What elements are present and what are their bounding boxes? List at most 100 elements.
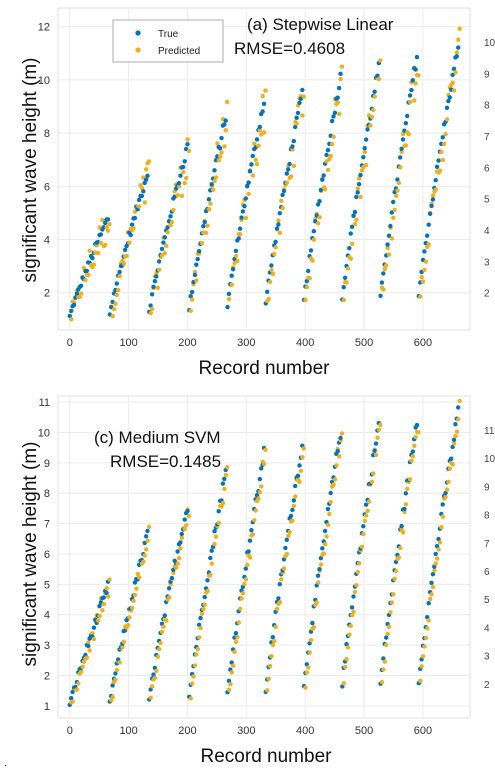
predicted-point: [87, 248, 92, 253]
predicted-point: [274, 606, 280, 612]
predicted-point: [392, 207, 397, 213]
predicted-point: [233, 253, 239, 259]
right-edge-tick: 7: [484, 132, 490, 143]
right-edge-tick: 8: [484, 511, 490, 522]
predicted-point: [376, 76, 382, 82]
true-point: [304, 279, 309, 284]
x-tick-label: 200: [178, 337, 196, 349]
true-point: [351, 213, 356, 218]
predicted-point: [433, 187, 438, 192]
true-point: [265, 289, 270, 294]
true-point: [260, 109, 265, 114]
true-point: [242, 204, 247, 209]
right-edge-tick: 5: [484, 195, 490, 206]
predicted-point: [86, 272, 91, 278]
predicted-point: [388, 610, 393, 615]
predicted-point: [270, 271, 276, 277]
predicted-point: [423, 635, 429, 641]
data-points-c: [67, 398, 462, 707]
right-edge-ticks-a: 10 9 8 7 6 5 4 3 2: [484, 38, 495, 300]
true-point: [98, 232, 104, 237]
true-point: [425, 233, 430, 238]
predicted-point: [403, 143, 409, 148]
true-point: [105, 217, 111, 222]
predicted-point: [294, 121, 299, 126]
predicted-point: [178, 546, 183, 551]
predicted-point: [130, 605, 135, 611]
true-point: [226, 678, 232, 683]
predicted-point: [176, 556, 182, 561]
true-point: [433, 551, 438, 557]
true-point: [90, 255, 95, 261]
true-point: [178, 540, 183, 545]
true-point: [236, 236, 241, 241]
predicted-point: [344, 280, 349, 285]
true-point: [378, 293, 383, 298]
predicted-point: [235, 258, 240, 264]
x-tick-label: 400: [296, 725, 314, 737]
true-point: [175, 549, 180, 554]
true-point: [429, 580, 434, 585]
true-point: [159, 246, 165, 252]
predicted-point: [131, 598, 136, 604]
predicted-point: [141, 559, 146, 564]
predicted-point: [303, 685, 308, 690]
true-point: [219, 135, 224, 141]
true-point: [306, 268, 311, 274]
footer-mark: .: [4, 757, 7, 769]
predicted-point: [440, 157, 445, 163]
predicted-point: [218, 154, 223, 159]
predicted-point: [154, 668, 159, 673]
predicted-point: [362, 518, 367, 524]
predicted-point: [213, 534, 219, 539]
predicted-point: [413, 81, 418, 86]
true-point: [188, 294, 193, 299]
predicted-point: [157, 646, 162, 652]
true-point: [430, 572, 436, 577]
predicted-point: [231, 663, 236, 668]
predicted-point: [297, 479, 302, 485]
predicted-point: [357, 561, 362, 566]
predicted-point: [412, 98, 417, 103]
predicted-point: [304, 670, 310, 675]
predicted-point: [103, 242, 108, 248]
true-point: [182, 517, 187, 522]
true-point: [295, 110, 301, 116]
predicted-point: [240, 591, 246, 596]
predicted-point: [371, 471, 376, 476]
predicted-point: [382, 267, 387, 272]
predicted-point: [100, 217, 105, 223]
true-point: [259, 466, 264, 471]
predicted-point: [158, 640, 163, 646]
y-tick-label: 1: [44, 701, 50, 713]
true-point: [308, 248, 314, 253]
predicted-point: [110, 695, 115, 700]
true-point: [402, 506, 407, 512]
predicted-point: [412, 443, 417, 448]
predicted-point: [171, 207, 176, 213]
true-point: [161, 240, 166, 245]
true-point: [449, 456, 454, 461]
true-point: [297, 463, 302, 468]
predicted-point: [185, 137, 190, 142]
predicted-point: [188, 308, 193, 313]
right-edge-tick: 9: [484, 482, 490, 493]
predicted-point: [179, 535, 185, 540]
predicted-point: [144, 547, 149, 552]
predicted-point: [166, 595, 172, 600]
predicted-point: [307, 650, 312, 655]
true-point: [148, 303, 153, 308]
panel-c-ylabel: significant wave height (m): [20, 442, 41, 667]
predicted-point: [246, 191, 251, 197]
predicted-point: [107, 577, 112, 582]
predicted-point: [226, 687, 232, 692]
predicted-point: [277, 599, 283, 605]
predicted-point: [236, 620, 241, 625]
true-point: [182, 159, 187, 164]
true-point: [335, 95, 340, 100]
predicted-point: [110, 313, 115, 319]
predicted-point: [373, 452, 379, 458]
true-point: [229, 273, 234, 278]
true-point: [372, 448, 377, 453]
predicted-point: [398, 165, 403, 170]
